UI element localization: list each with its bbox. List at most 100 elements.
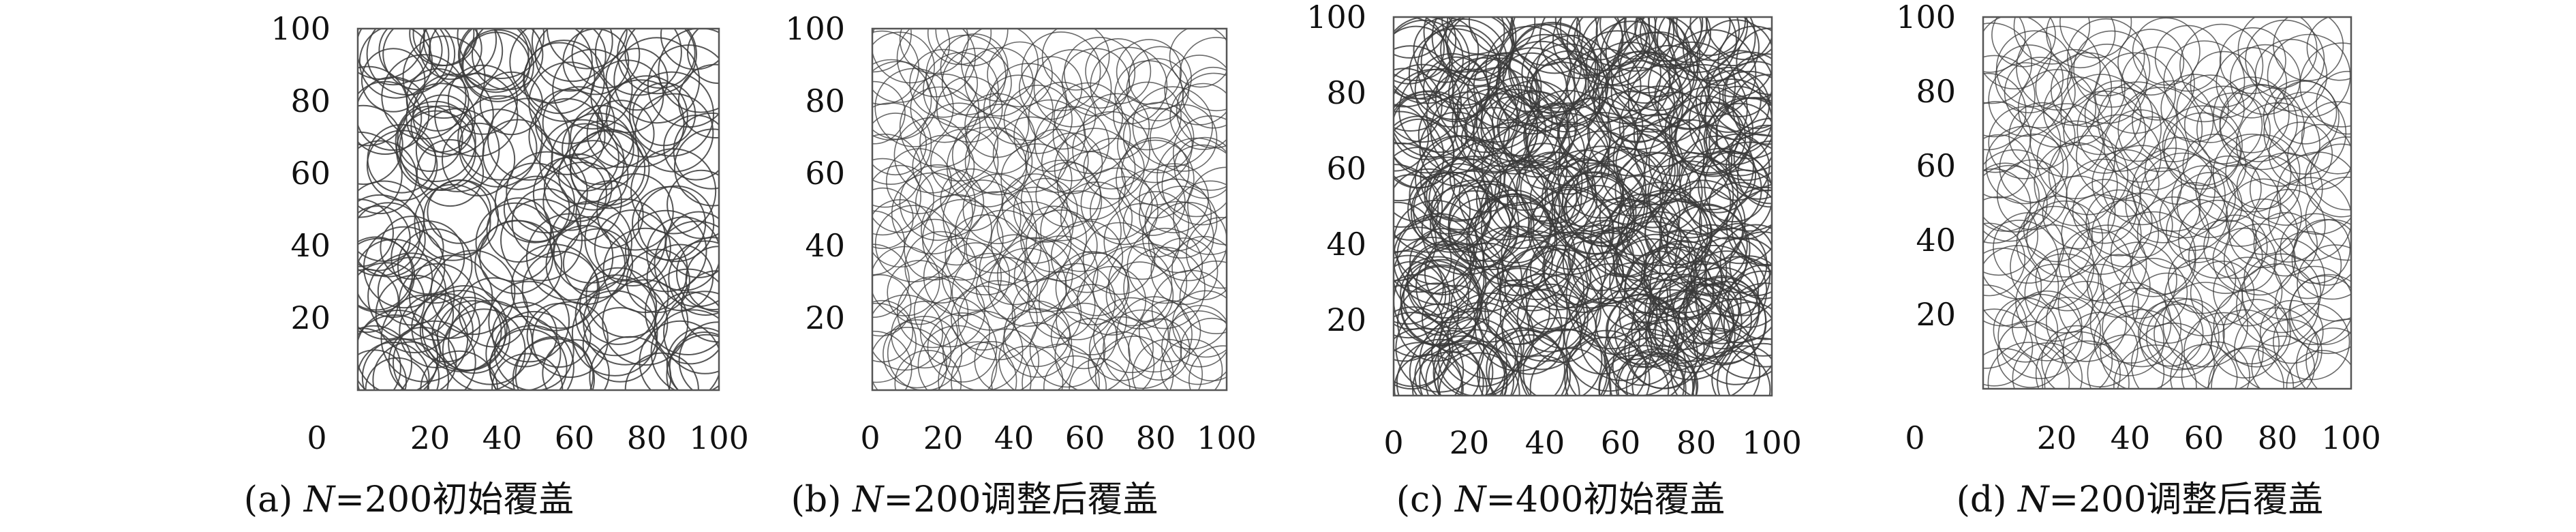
x-tick-label-d: 0 — [1905, 419, 1925, 456]
caption-d-n: N — [2018, 479, 2049, 520]
sensor-circle — [1501, 230, 1571, 301]
sensor-circle — [1394, 213, 1485, 306]
sensor-circle — [488, 280, 570, 363]
sensor-circle — [358, 80, 423, 155]
sensor-circle — [1103, 203, 1180, 280]
sensor-circle — [523, 40, 605, 122]
sensor-circle — [1021, 31, 1101, 112]
sensor-circle — [2012, 342, 2083, 389]
sensor-circle — [989, 63, 1068, 141]
sensor-circle — [1988, 62, 2063, 137]
sensor-circle — [1708, 169, 1772, 240]
sensor-circle — [1983, 72, 2027, 151]
sensor-circle — [419, 29, 482, 80]
sensor-circle — [1573, 30, 1662, 119]
sensor-circle — [2091, 149, 2160, 218]
sensor-circle — [1394, 327, 1465, 396]
sensor-circle — [904, 231, 977, 304]
sensor-circle — [2097, 81, 2178, 162]
sensor-circle — [2293, 219, 2351, 286]
x-tick-label-a: 80 — [627, 419, 667, 456]
sensor-circle — [2260, 299, 2324, 364]
y-tick-label-c: 60 — [1326, 150, 1366, 187]
sensor-circle — [1682, 17, 1760, 87]
sensor-circle — [1394, 17, 1449, 59]
sensor-circle — [1056, 284, 1127, 355]
sensor-circle — [2167, 245, 2237, 314]
sensor-circle — [2268, 121, 2333, 186]
sensor-circle — [475, 202, 555, 282]
sensor-circle — [1118, 168, 1186, 237]
sensor-circle — [1423, 17, 1505, 73]
sensor-circle — [1102, 309, 1182, 389]
sensor-circle — [2183, 312, 2264, 389]
sensor-circle — [571, 29, 641, 89]
sensor-circle — [2115, 116, 2189, 191]
sensor-circle — [1501, 355, 1580, 396]
sensor-circle — [668, 240, 719, 316]
sensor-circle — [1704, 141, 1772, 232]
sensor-circle — [1417, 25, 1502, 110]
sensor-circle — [912, 134, 975, 198]
sensor-circle — [1698, 151, 1769, 223]
sensor-circle — [1394, 174, 1443, 241]
caption-d-text: =200调整后覆盖 — [2049, 479, 2324, 520]
sensor-circle — [605, 48, 669, 111]
sensor-circle — [975, 256, 1039, 320]
sensor-circle — [457, 29, 545, 79]
sensor-circle — [1394, 17, 1457, 81]
sensor-circle — [358, 140, 418, 215]
x-tick-label-b: 0 — [860, 419, 880, 456]
sensor-circle — [2130, 322, 2215, 389]
sensor-circle — [2222, 299, 2291, 368]
sensor-circle — [1580, 17, 1657, 87]
sensor-circle — [1705, 97, 1772, 181]
sensor-circle — [1468, 193, 1556, 282]
y-tick-label-b: 60 — [805, 155, 845, 192]
sensor-circle — [1080, 167, 1153, 240]
sensor-circle — [1486, 329, 1565, 396]
sensor-circle — [358, 310, 441, 390]
sensor-circle — [2287, 123, 2351, 190]
y-tick-label-a: 100 — [271, 10, 331, 47]
sensor-circle — [2237, 17, 2318, 89]
sensor-circle — [1169, 305, 1227, 368]
caption-d-prefix: (d) — [1956, 479, 2019, 520]
sensor-circle — [1704, 70, 1772, 160]
sensor-circle — [899, 29, 969, 74]
sensor-circle — [1445, 17, 1514, 73]
sensor-circle — [412, 73, 494, 156]
sensor-circle — [1674, 224, 1747, 297]
sensor-circle — [2254, 39, 2328, 112]
plot-frame-d — [1982, 16, 2352, 390]
sensor-circle — [462, 31, 531, 100]
sensor-circle — [872, 113, 927, 176]
sensor-circle — [2094, 52, 2177, 134]
sensor-circle — [1599, 17, 1671, 60]
caption-b-prefix: (b) — [791, 479, 853, 520]
x-tick-label-b: 80 — [1136, 419, 1176, 456]
sensor-circle — [1452, 242, 1522, 312]
sensor-circle — [596, 79, 685, 168]
sensor-circle — [1394, 284, 1443, 362]
sensor-circle — [1176, 72, 1227, 149]
sensor-circle — [1983, 348, 2044, 389]
sensor-circle — [1524, 89, 1612, 177]
sensor-circle — [1077, 265, 1147, 336]
sensor-circle — [571, 290, 658, 376]
sensor-circle — [1171, 290, 1227, 358]
sensor-circles-c — [1394, 17, 1772, 396]
sensor-circle — [1054, 128, 1136, 209]
sensor-circle — [1090, 46, 1168, 125]
sensor-circle — [1485, 25, 1571, 113]
sensor-circle — [1604, 50, 1681, 127]
sensor-circle — [1394, 312, 1451, 390]
plot-frame-b — [871, 27, 1228, 391]
sensor-circle — [639, 320, 719, 390]
sensor-circle — [398, 263, 476, 341]
sensor-circle — [500, 198, 583, 282]
sensor-circle — [1063, 36, 1136, 109]
sensor-circle — [2159, 181, 2228, 251]
sensor-circle — [493, 310, 574, 390]
sensor-circle — [1983, 222, 2026, 297]
